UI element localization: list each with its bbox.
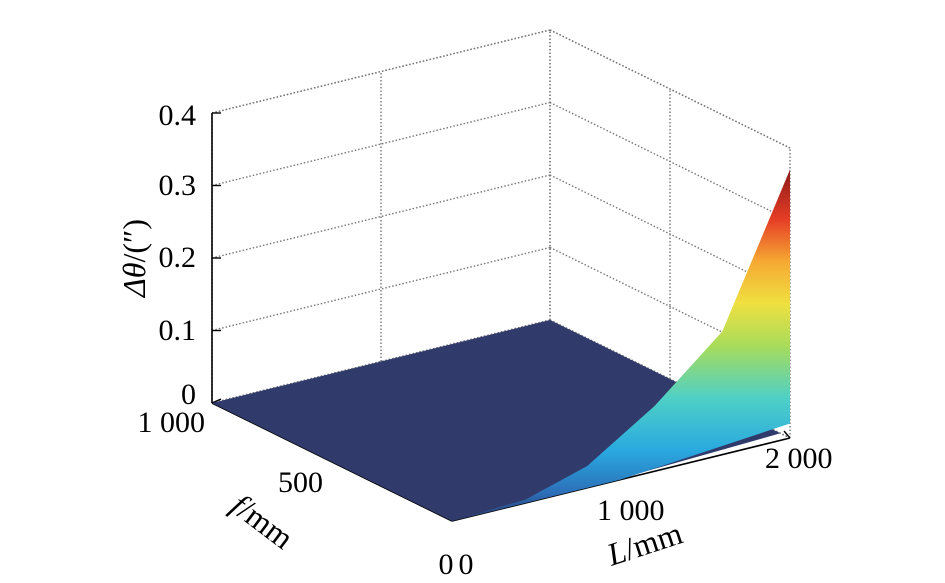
grid-line-z-right-1 [549,246,791,367]
surface-plot [212,169,790,522]
z-tick-0.2: 0.2 [159,241,197,274]
L-tick-2000: 2 000 [765,442,833,475]
z-tick-0.4: 0.4 [159,99,197,132]
box-top-right [549,29,791,149]
surface-front-edge [452,169,790,522]
z-tick-0.3: 0.3 [159,169,197,202]
z-axis-label: Δθ/(″) [116,219,152,299]
z-tick-0: 0 [181,378,196,411]
f-tick-1000: 1 000 [138,406,206,439]
z-tick-0.1: 0.1 [159,314,197,347]
L-tick-1000: 1 000 [597,494,665,527]
f-tick-0: 0 [439,548,454,581]
grid-line-floor-L-1 [549,319,791,439]
L-tick-mark-2 [783,430,791,439]
f-tick-mark-2 [211,398,222,404]
f-tick-500: 500 [278,466,323,499]
L-tick-0: 0 [459,548,474,581]
